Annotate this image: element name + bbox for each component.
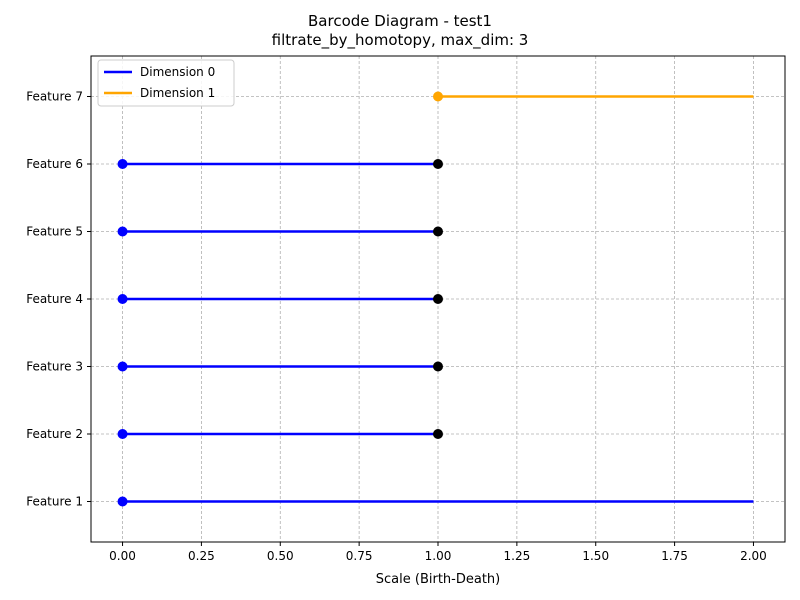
birth-point [433,91,443,102]
x-tick-label: 0.25 [188,549,215,563]
y-tick-label: Feature 4 [26,292,83,306]
y-tick-label: Feature 5 [26,225,83,239]
death-point [433,294,443,304]
legend: Dimension 0 Dimension 1 [97,59,235,107]
x-tick-label: 1.00 [425,549,452,563]
x-tick-label: 1.25 [504,549,531,563]
birth-point [117,294,128,304]
x-axis-label: Scale (Birth-Death) [376,572,500,587]
birth-point [117,496,128,507]
birth-point [117,159,128,169]
x-ticks: 0.00 0.25 0.50 0.75 1.00 1.25 1.50 1.75 2.00 [109,542,767,563]
legend-label: Dimension 0 [140,65,215,79]
x-tick-label: 0.50 [267,549,294,563]
x-tick-label: 0.75 [346,549,373,563]
y-tick-label: Feature 7 [26,90,83,104]
x-tick-label: 1.75 [661,549,688,563]
death-point [433,429,443,439]
x-tick-label: 1.50 [582,549,609,563]
death-point [433,159,443,169]
y-tick-label: Feature 3 [26,360,83,374]
y-tick-label: Feature 1 [26,495,83,509]
y-tick-label: Feature 2 [26,427,83,441]
y-ticks: Feature 1 Feature 2 Feature 3 Feature 4 Feat… [26,90,91,509]
bars [117,91,754,507]
chart-title: Barcode Diagram - test1 [308,12,492,30]
death-point [433,226,443,237]
chart-subtitle: filtrate_by_homotopy, max_dim: 3 [271,31,529,49]
y-tick-label: Feature 6 [26,157,83,171]
birth-point [117,226,128,237]
birth-point [117,361,128,372]
legend-label: Dimension 1 [140,86,215,100]
death-point [433,361,443,372]
x-tick-label: 2.00 [740,549,767,563]
x-tick-label: 0.00 [109,549,136,563]
birth-point [117,429,128,439]
